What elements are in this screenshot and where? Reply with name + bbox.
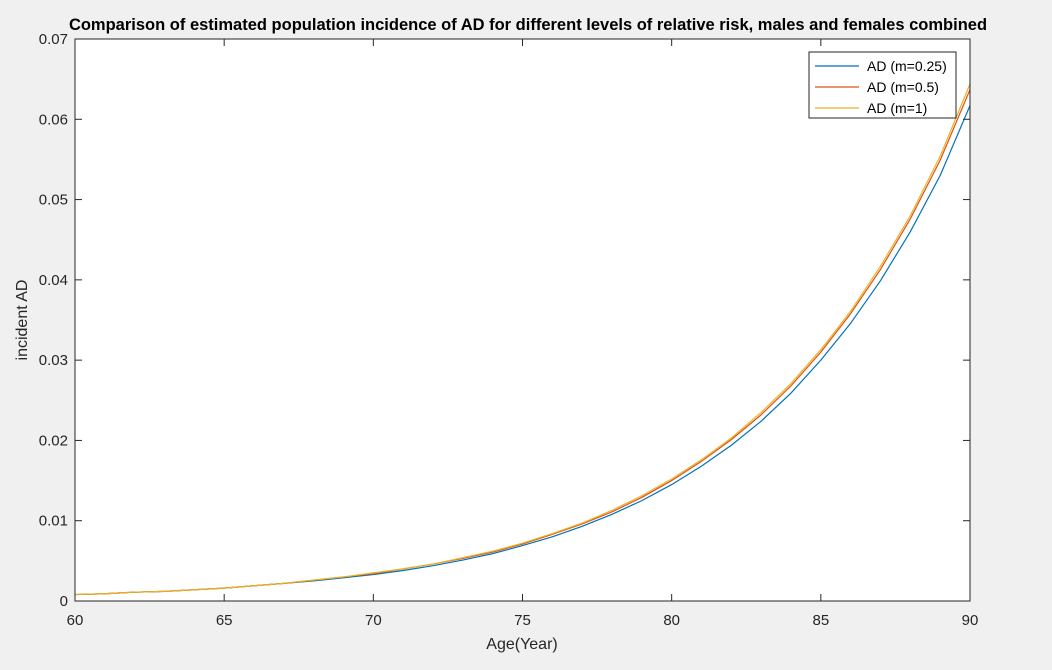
y-tick-label: 0.03 bbox=[39, 352, 68, 369]
chart-title: Comparison of estimated population incid… bbox=[69, 16, 987, 34]
y-tick-label: 0.07 bbox=[39, 31, 68, 48]
y-axis: 0 0.01 0.02 0.03 0.04 0.05 0.06 0.07 bbox=[39, 31, 970, 610]
x-axis: 60 65 70 75 80 85 90 bbox=[67, 39, 979, 629]
plot-area bbox=[75, 39, 970, 601]
x-tick-label: 80 bbox=[663, 612, 680, 629]
series-line-3 bbox=[74, 83, 971, 596]
y-tick-label: 0.06 bbox=[39, 111, 68, 128]
x-axis-label: Age(Year) bbox=[486, 636, 557, 653]
legend-entry: AD (m=0.5) bbox=[867, 79, 939, 95]
x-tick-label: 85 bbox=[812, 612, 829, 629]
y-tick-label: 0 bbox=[60, 593, 68, 610]
y-tick-label: 0.05 bbox=[39, 192, 68, 209]
legend: AD (m=0.25) AD (m=0.5) AD (m=1) bbox=[808, 51, 957, 119]
x-tick-label: 90 bbox=[962, 612, 979, 629]
x-tick-label: 60 bbox=[67, 612, 84, 629]
y-tick-label: 0.01 bbox=[39, 513, 68, 530]
y-axis-label: incident AD bbox=[14, 280, 31, 361]
legend-entry: AD (m=0.25) bbox=[867, 58, 947, 74]
series-layer bbox=[74, 83, 971, 596]
x-tick-label: 65 bbox=[216, 612, 233, 629]
y-tick-label: 0.02 bbox=[39, 432, 68, 449]
y-tick-label: 0.04 bbox=[39, 272, 68, 289]
legend-box bbox=[808, 51, 957, 119]
x-tick-label: 70 bbox=[365, 612, 382, 629]
legend-entry: AD (m=1) bbox=[867, 100, 927, 116]
x-tick-label: 75 bbox=[514, 612, 531, 629]
